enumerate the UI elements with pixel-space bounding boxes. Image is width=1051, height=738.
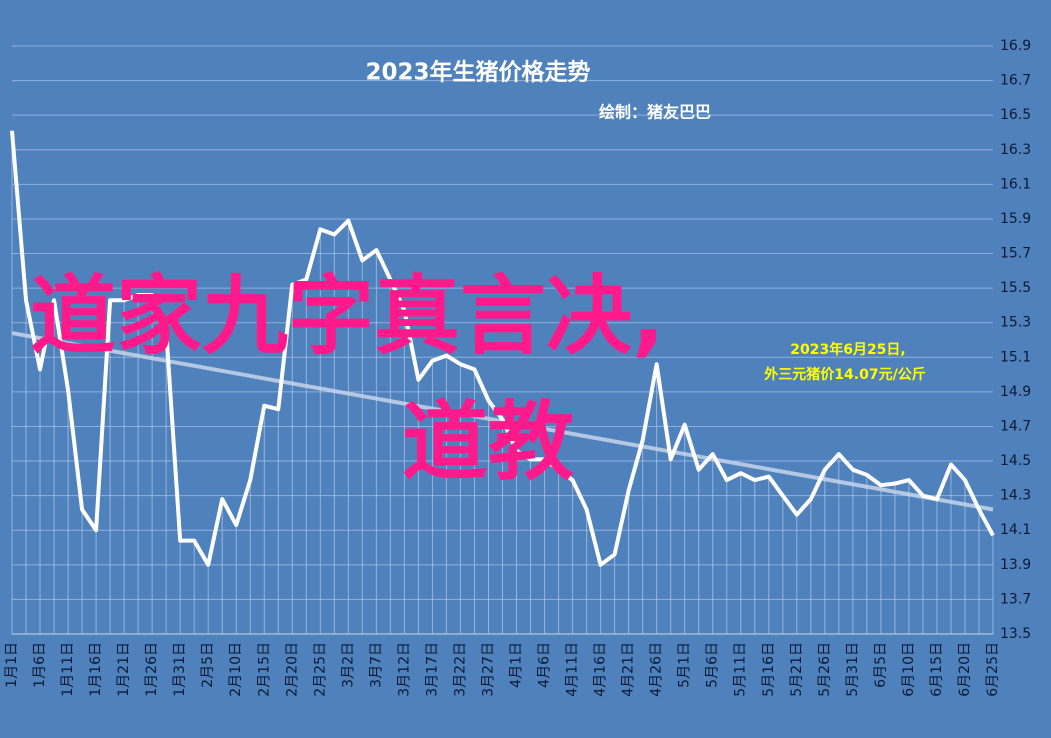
x-tick-label: 1月1日 <box>4 642 20 688</box>
x-tick-label: 6月15日 <box>929 642 945 697</box>
x-tick-label: 3月7日 <box>368 642 384 688</box>
x-tick-label: 2月10日 <box>228 642 244 697</box>
overlay-text: 道家九字真言决, <box>30 266 665 366</box>
chart-title: 2023年生猪价格走势 <box>365 59 590 86</box>
x-tick-label: 2月20日 <box>284 642 300 697</box>
y-tick-label: 14.5 <box>1000 453 1031 469</box>
x-tick-label: 1月26日 <box>144 642 160 697</box>
x-tick-label: 4月6日 <box>537 642 553 688</box>
y-tick-label: 16.9 <box>1000 38 1031 54</box>
annotation: 外三元猪价14.07元/公斤 <box>764 366 925 383</box>
y-tick-label: 15.9 <box>1000 211 1031 227</box>
x-tick-label: 4月26日 <box>649 642 665 697</box>
x-tick-label: 1月21日 <box>116 642 132 697</box>
x-tick-label: 3月27日 <box>480 642 496 697</box>
x-tick-label: 2月15日 <box>256 642 272 697</box>
x-tick-label: 1月6日 <box>32 642 48 688</box>
x-tick-label: 5月31日 <box>845 642 861 697</box>
x-tick-label: 1月16日 <box>88 642 104 697</box>
y-tick-label: 16.1 <box>1000 176 1031 192</box>
overlay-text: 道教 <box>402 392 574 492</box>
x-tick-label: 3月12日 <box>396 642 412 697</box>
x-tick-label: 4月16日 <box>593 642 609 697</box>
y-tick-label: 16.3 <box>1000 142 1031 158</box>
x-tick-label: 6月10日 <box>901 642 917 697</box>
x-tick-label: 3月22日 <box>452 642 468 697</box>
y-tick-label: 15.3 <box>1000 315 1031 331</box>
chart-subtitle: 绘制：猪友巴巴 <box>599 103 711 122</box>
x-tick-label: 5月26日 <box>817 642 833 697</box>
plot-area: 13.5 13.7 13.9 14.1 14.3 14.5 14.7 14.9 15.1 15.3… <box>4 38 1031 697</box>
y-tick-label: 16.5 <box>1000 107 1031 123</box>
x-tick-label: 4月11日 <box>565 642 581 697</box>
x-tick-label: 5月11日 <box>733 642 749 697</box>
x-tick-label: 5月16日 <box>761 642 777 697</box>
y-tick-label: 13.5 <box>1000 626 1031 642</box>
x-tick-label: 1月31日 <box>172 642 188 697</box>
y-tick-label: 16.7 <box>1000 73 1031 89</box>
x-tick-label: 3月2日 <box>340 642 356 688</box>
y-tick-label: 14.3 <box>1000 488 1031 504</box>
price-line <box>10 130 995 567</box>
x-tick-label: 5月21日 <box>789 642 805 697</box>
x-tick-label: 1月11日 <box>60 642 76 697</box>
annotation: 2023年6月25日, <box>790 341 906 358</box>
x-tick-label: 4月21日 <box>621 642 637 697</box>
x-tick-label: 6月20日 <box>957 642 973 697</box>
x-tick-label: 2月5日 <box>200 642 216 688</box>
y-tick-label: 14.7 <box>1000 418 1031 434</box>
x-tick-label: 4月1日 <box>509 642 525 688</box>
y-tick-label: 14.9 <box>1000 384 1031 400</box>
y-tick-label: 15.5 <box>1000 280 1031 296</box>
x-tick-label: 5月6日 <box>705 642 721 688</box>
y-tick-label: 13.9 <box>1000 557 1031 573</box>
x-tick-label: 2月25日 <box>312 642 328 697</box>
x-tick-label: 6月25日 <box>985 642 1001 697</box>
y-tick-label: 15.1 <box>1000 349 1031 365</box>
y-tick-label: 15.7 <box>1000 246 1031 262</box>
x-tick-label: 3月17日 <box>424 642 440 697</box>
x-tick-label: 5月1日 <box>677 642 693 688</box>
x-tick-label: 6月5日 <box>873 642 889 688</box>
y-tick-label: 14.1 <box>1000 522 1031 538</box>
y-tick-label: 13.7 <box>1000 591 1031 607</box>
